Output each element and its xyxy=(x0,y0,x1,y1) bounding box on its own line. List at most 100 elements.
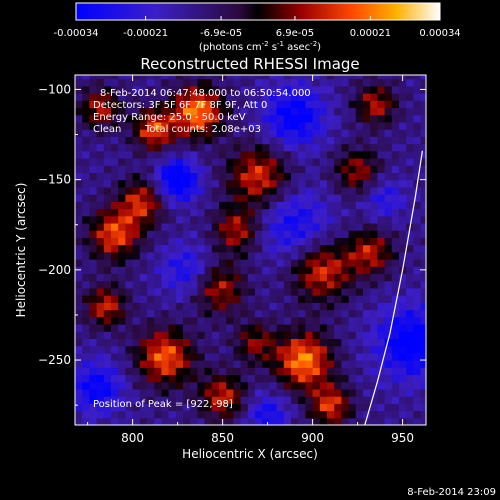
colorbar-unit: (photons cm-2 s-1 asec-2) xyxy=(199,40,321,53)
heatmap-cell xyxy=(406,114,414,123)
heatmap-cell xyxy=(139,201,148,210)
heatmap-cell xyxy=(168,157,177,166)
heatmap-cell xyxy=(147,150,155,159)
heatmap-cell xyxy=(391,309,400,318)
heatmap-cell xyxy=(305,266,314,275)
heatmap-cell xyxy=(96,150,105,159)
heatmap-cell xyxy=(197,78,206,87)
heatmap-cell xyxy=(370,85,378,94)
heatmap-cell xyxy=(406,309,414,318)
heatmap-cell xyxy=(377,136,386,145)
heatmap-cell xyxy=(276,259,285,267)
heatmap-cell xyxy=(175,287,184,296)
colorbar-ticks: -0.00034 -0.00021 -6.9e-05 6.9e-05 0.00021 0.… xyxy=(54,16,461,39)
heatmap-cell xyxy=(125,208,134,217)
heatmap-cell xyxy=(341,194,350,202)
heatmap-cell xyxy=(255,331,263,340)
heatmap-cell xyxy=(82,194,90,202)
heatmap-cell xyxy=(406,381,414,390)
heatmap-cell xyxy=(240,179,249,188)
heatmap-cell xyxy=(413,222,422,231)
heatmap-cell xyxy=(391,273,400,282)
heatmap-cell xyxy=(276,338,285,347)
heatmap-cell xyxy=(355,186,364,195)
heatmap-cell xyxy=(406,107,414,116)
heatmap-cell xyxy=(420,259,426,267)
heatmap-cell xyxy=(147,381,155,390)
heatmap-cell xyxy=(255,237,263,246)
heatmap-cell xyxy=(75,121,83,130)
heatmap-cell xyxy=(413,93,422,101)
heatmap-cell xyxy=(111,352,119,361)
heatmap-cell xyxy=(370,309,378,318)
heatmap-cell xyxy=(363,75,371,80)
heatmap-cell xyxy=(139,157,148,166)
heatmap-cell xyxy=(399,323,407,332)
heatmap-cell xyxy=(420,396,426,404)
heatmap-cell xyxy=(363,100,371,109)
heatmap-cell xyxy=(125,280,134,289)
heatmap-cell xyxy=(399,230,407,238)
heatmap-cell xyxy=(355,100,364,109)
heatmap-cell xyxy=(204,352,213,361)
heatmap-cell xyxy=(233,331,242,340)
heatmap-cell xyxy=(377,367,386,376)
heatmap-cell xyxy=(283,215,292,224)
heatmap-cell xyxy=(334,367,342,376)
heatmap-cell xyxy=(283,136,292,145)
heatmap-cell xyxy=(420,237,426,246)
heatmap-cell xyxy=(219,295,227,303)
heatmap-cell xyxy=(240,75,249,80)
heatmap-cell xyxy=(103,100,112,109)
heatmap-cell xyxy=(154,237,162,246)
heatmap-cell xyxy=(305,114,314,123)
heatmap-cell xyxy=(399,165,407,174)
heatmap-cell xyxy=(125,107,134,116)
heatmap-cell xyxy=(269,186,278,195)
heatmap-cell xyxy=(147,143,155,152)
heatmap-cell xyxy=(240,85,249,94)
heatmap-cell xyxy=(197,237,206,246)
heatmap-cell xyxy=(82,244,90,253)
heatmap-cell xyxy=(233,352,242,361)
heatmap-cell xyxy=(161,367,170,376)
heatmap-cell xyxy=(233,367,242,376)
heatmap-cell xyxy=(269,338,278,347)
heatmap-cell xyxy=(183,172,191,181)
heatmap-cell xyxy=(89,266,98,275)
heatmap-cell xyxy=(89,331,98,340)
heatmap-cell xyxy=(139,287,148,296)
heatmap-cell xyxy=(370,215,378,224)
heatmap-cell xyxy=(240,331,249,340)
heatmap-cell xyxy=(327,352,335,361)
heatmap-cell xyxy=(197,259,206,267)
heatmap-cell xyxy=(111,93,119,101)
heatmap-cell xyxy=(103,157,112,166)
heatmap-cell xyxy=(305,360,314,368)
heatmap-cell xyxy=(370,244,378,253)
heatmap-cell xyxy=(327,287,335,296)
heatmap-cell xyxy=(240,107,249,116)
heatmap-cell xyxy=(118,237,126,246)
heatmap-cell xyxy=(420,316,426,325)
heatmap-cell xyxy=(319,222,328,231)
heatmap-cell xyxy=(283,360,292,368)
heatmap-cell xyxy=(103,121,112,130)
heatmap-cell xyxy=(413,201,422,210)
heatmap-cell xyxy=(312,136,321,145)
heatmap-cell xyxy=(190,259,198,267)
heatmap-cell xyxy=(355,143,364,152)
heatmap-cell xyxy=(355,410,364,419)
heatmap-cell xyxy=(341,201,350,210)
heatmap-cell xyxy=(312,78,321,87)
heatmap-cell xyxy=(197,374,206,383)
heatmap-cell xyxy=(103,396,112,404)
heatmap-cell xyxy=(139,186,148,195)
heatmap-cell xyxy=(399,237,407,246)
heatmap-cell xyxy=(154,287,162,296)
heatmap-cell xyxy=(103,215,112,224)
heatmap-cell xyxy=(111,367,119,376)
heatmap-cell xyxy=(334,352,342,361)
heatmap-cell xyxy=(298,194,306,202)
heatmap-cell xyxy=(291,403,299,412)
